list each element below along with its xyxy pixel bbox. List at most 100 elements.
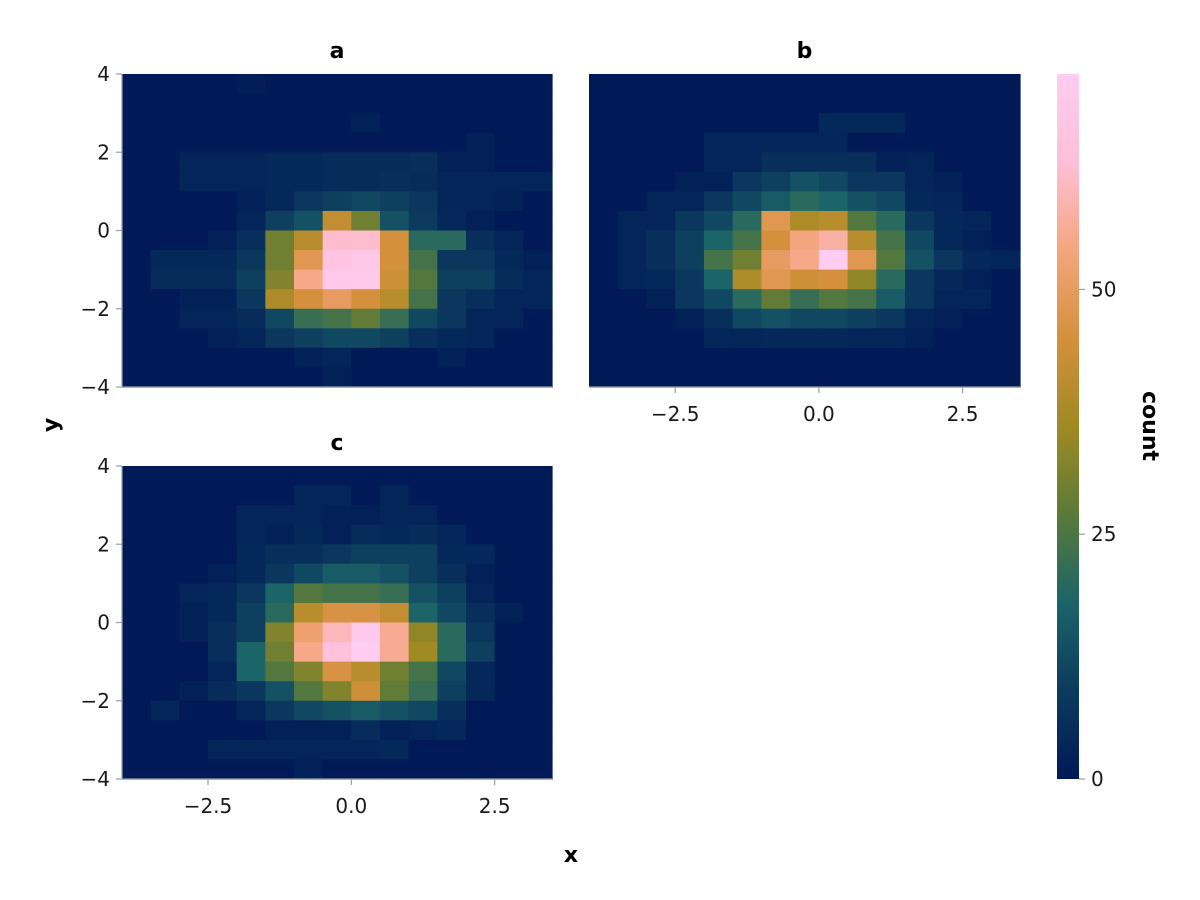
heatmap-cell (265, 132, 295, 153)
heatmap-cell (675, 347, 705, 369)
heatmap-cell (933, 171, 964, 192)
heatmap-cell (208, 681, 238, 702)
heatmap-cell (589, 230, 619, 251)
colorbar-tick-label: 25 (1091, 522, 1116, 546)
heatmap-cell (179, 563, 209, 584)
heatmap-cell (437, 759, 467, 780)
heatmap-cell (150, 759, 180, 780)
heatmap-cell (466, 152, 496, 173)
heatmap-cell (322, 505, 352, 526)
panel-title: a (330, 39, 345, 64)
heatmap-cell (380, 622, 410, 643)
heatmap-cell (408, 347, 438, 369)
heatmap-cell (179, 622, 209, 643)
heatmap-cell (294, 642, 324, 663)
heatmap-cell (179, 700, 209, 721)
heatmap-cell (150, 347, 180, 369)
heatmap-cell (236, 720, 266, 741)
heatmap-cell (179, 720, 209, 741)
y-tick-label: 0 (97, 611, 110, 635)
heatmap-cell (818, 367, 849, 388)
heatmap-cell (494, 642, 524, 663)
heatmap-cell (494, 700, 524, 721)
heatmap-cell (122, 269, 152, 290)
heatmap-cell (466, 328, 496, 349)
heatmap-cell (122, 759, 152, 780)
heatmap-cell (523, 132, 553, 153)
heatmap-cell (322, 739, 352, 761)
heatmap-cell (761, 347, 791, 369)
heatmap-cell (122, 602, 152, 624)
heatmap-cell (646, 328, 676, 349)
heatmap-cell (322, 152, 352, 173)
heatmap-cell (675, 171, 705, 192)
heatmap-cell (991, 308, 1021, 329)
heatmap-cell (466, 602, 496, 624)
heatmap-cell (408, 210, 438, 232)
heatmap-cell (236, 759, 266, 780)
heatmap-cell (351, 505, 381, 526)
heatmap-cell (703, 132, 734, 153)
heatmap-cell (876, 191, 906, 212)
heatmap-cell (732, 328, 762, 349)
heatmap-cell (408, 113, 438, 134)
heatmap-cell (847, 367, 877, 388)
heatmap-cell (294, 563, 324, 584)
heatmap-cell (437, 171, 467, 192)
heatmap-cell (380, 563, 410, 584)
heatmap-cell (179, 230, 209, 251)
heatmap-cell (380, 544, 410, 565)
heatmap-cell (208, 642, 238, 663)
heatmap-cell (703, 328, 734, 349)
heatmap-cell (790, 74, 820, 95)
heatmap-cell (991, 171, 1021, 192)
heatmap-cell (322, 720, 352, 741)
heatmap-cell (351, 466, 381, 487)
heatmap-cell (962, 93, 992, 114)
heatmap-cell (790, 328, 820, 349)
heatmap-cell (208, 485, 238, 506)
heatmap-cell (494, 739, 524, 761)
heatmap-cell (876, 152, 906, 173)
heatmap-cell (236, 544, 266, 565)
heatmap-cell (761, 250, 791, 271)
heatmap-cell (294, 524, 324, 545)
heatmap-cell (991, 347, 1021, 369)
heatmap-cell (523, 152, 553, 173)
heatmap-cell (380, 759, 410, 780)
heatmap-cell (818, 74, 849, 95)
heatmap-cell (905, 289, 935, 310)
heatmap-cell (179, 210, 209, 232)
heatmap-cell (962, 113, 992, 134)
heatmap-cell (150, 681, 180, 702)
heatmap-cell (322, 622, 352, 643)
heatmap-cell (265, 466, 295, 487)
heatmap-cell (380, 132, 410, 153)
heatmap-cell (589, 152, 619, 173)
heatmap-cell (179, 661, 209, 682)
heatmap-cell (150, 720, 180, 741)
heatmap-cell (294, 700, 324, 721)
heatmap-cell (703, 308, 734, 329)
heatmap-cell (523, 681, 553, 702)
heatmap-cell (265, 563, 295, 584)
heatmap-cell (322, 544, 352, 565)
heatmap-cell (732, 289, 762, 310)
heatmap-cell (351, 74, 381, 95)
heatmap-cell (122, 191, 152, 212)
heatmap-cell (236, 505, 266, 526)
heatmap-cell (322, 466, 352, 487)
heatmap-cell (351, 602, 381, 624)
heatmap-cell (589, 210, 619, 232)
heatmap-cell (933, 250, 964, 271)
heatmap-cell (646, 250, 676, 271)
heatmap-cell (380, 328, 410, 349)
heatmap-cell (294, 622, 324, 643)
colorbar-tick-label: 50 (1091, 277, 1116, 301)
heatmap-cell (523, 113, 553, 134)
heatmap-cell (437, 681, 467, 702)
heatmap-cell (962, 74, 992, 95)
heatmap-cell (905, 328, 935, 349)
heatmap-cell (122, 250, 152, 271)
heatmap-cell (466, 720, 496, 741)
